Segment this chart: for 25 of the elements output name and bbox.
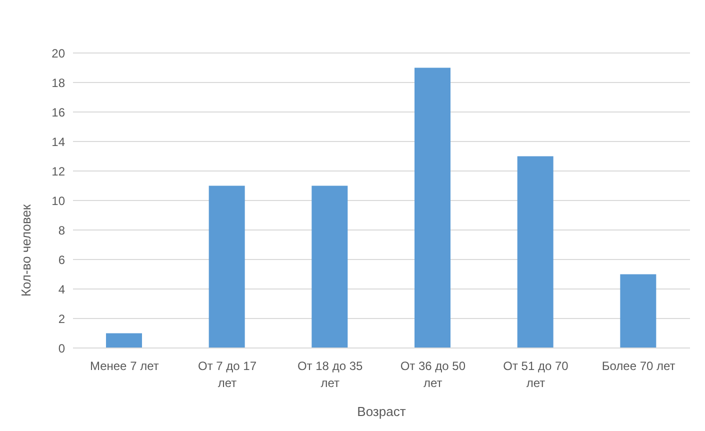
y-tick-label: 8 [58,223,66,238]
y-tick-label: 0 [58,341,66,356]
bar [312,186,348,348]
bar [208,186,245,348]
y-tick-label: 16 [52,105,66,120]
x-tick-label: Менее 7 лет [90,359,160,373]
x-tick-label: От 51 до 70 лет [503,359,569,390]
y-tick-label: 2 [58,312,66,326]
x-axis-title: Возраст [357,404,406,419]
x-tick-label: От 18 до 35 лет [297,359,364,390]
bar [620,274,656,348]
y-tick-label: 6 [58,252,66,267]
y-tick-label: 10 [52,194,66,208]
x-tick-label: От 7 до 17 лет [198,359,257,390]
y-tick-label: 14 [52,134,66,149]
y-axis-title: Кол-во человек [18,204,34,297]
y-tick-label: 18 [52,76,66,90]
y-tick-label: 4 [58,282,66,296]
x-tick-label: От 36 до 50 лет [400,359,466,390]
y-tick-label: 20 [52,46,66,60]
bar [517,156,554,348]
y-tick-label: 12 [52,164,66,178]
x-tick-label: Более 70 лет [602,359,676,373]
bar [106,333,142,348]
bar [414,68,450,348]
